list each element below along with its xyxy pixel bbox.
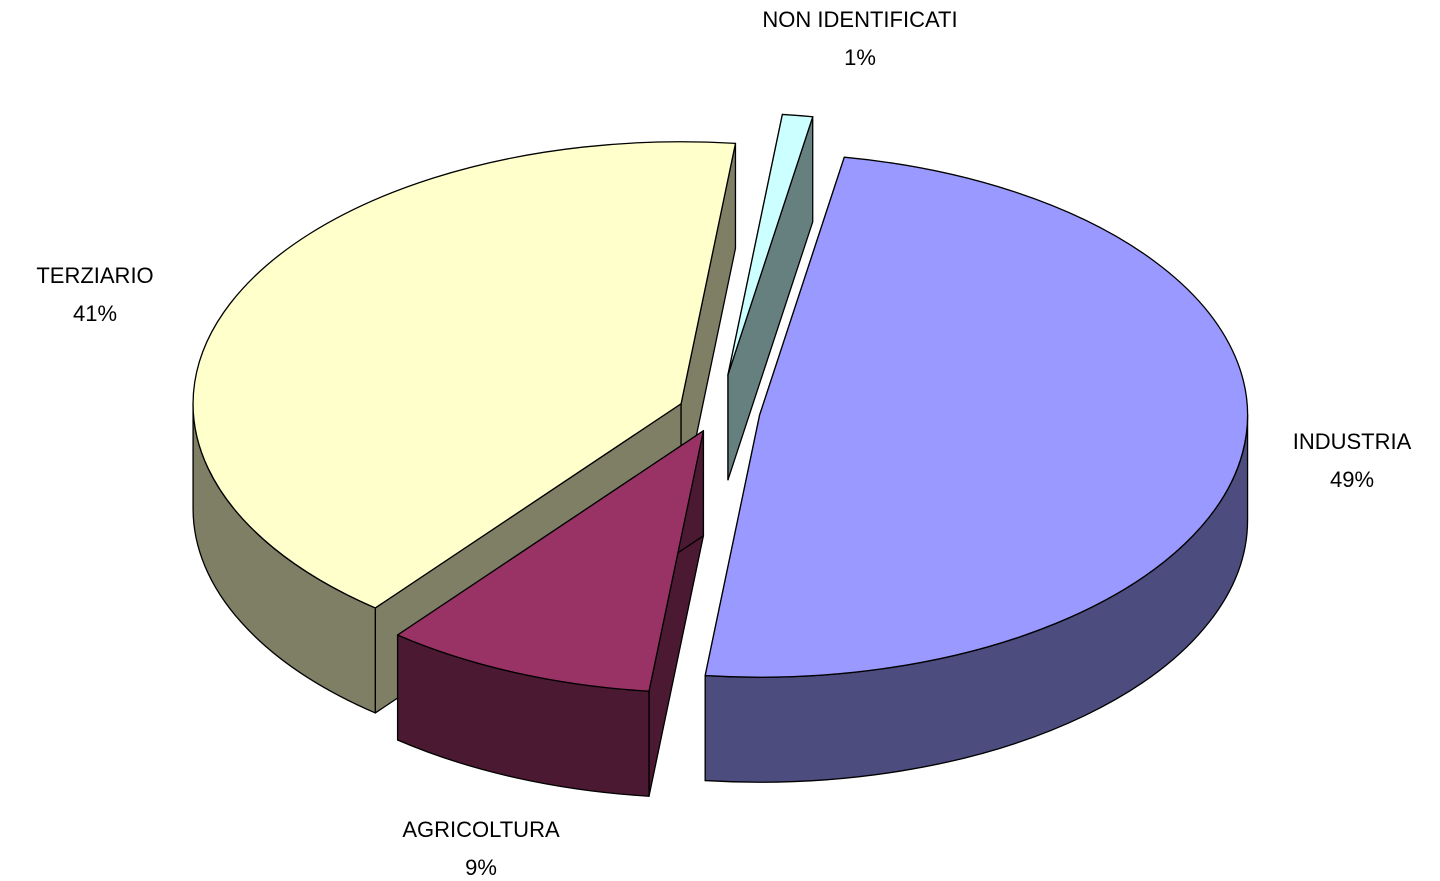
slice-value-label: 9% bbox=[465, 855, 497, 880]
slice-label: NON IDENTIFICATI bbox=[762, 7, 957, 32]
slice-label: AGRICOLTURA bbox=[402, 817, 560, 842]
slice-value-label: 1% bbox=[844, 45, 876, 70]
slice bbox=[192, 141, 737, 609]
slice bbox=[396, 430, 705, 797]
slice bbox=[396, 430, 705, 692]
slice bbox=[704, 156, 1249, 783]
slice-label: INDUSTRIA bbox=[1293, 429, 1412, 454]
slice-value-label: 49% bbox=[1330, 467, 1374, 492]
slice bbox=[727, 113, 814, 481]
slice-value-label: 41% bbox=[73, 301, 117, 326]
slice bbox=[704, 156, 1249, 678]
slice bbox=[727, 113, 814, 376]
slice-label: TERZIARIO bbox=[36, 263, 153, 288]
